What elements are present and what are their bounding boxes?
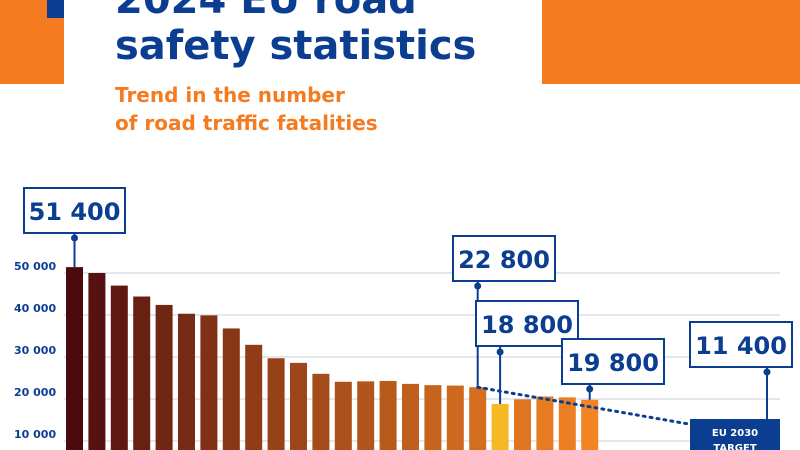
bar-2001 [66,267,83,450]
bar-2010 [267,358,285,450]
bar-2011 [290,362,307,450]
bar-2016 [402,383,419,450]
callout-value-label: 11 400 [695,332,787,360]
callout-value-label: 51 400 [29,198,121,226]
callout-value-label: 18 800 [481,311,573,339]
bar-2023 [558,397,576,450]
page-title-line2: safety statistics [115,23,477,69]
bar-2015 [379,380,397,450]
eu-2030-target-box [690,419,780,450]
bar-2003 [110,285,128,450]
bar-2006 [178,313,195,450]
bar-2019 [469,387,487,450]
projection-dotted-line [476,385,720,431]
callout-value-label: 19 800 [567,349,659,377]
bar-2024 [581,399,599,450]
title-panel [64,0,542,84]
callout-box [561,338,665,385]
bar-2017 [424,385,442,450]
bar-2020 [491,404,509,450]
callout-box [23,187,126,234]
callout-box [689,321,793,368]
bar-2009 [245,344,263,450]
callout-dot [763,368,771,376]
callout-value-label: 22 800 [458,246,550,274]
bar-2005 [155,304,173,450]
target-label-line1: EU 2030 [712,428,758,439]
orange-background-right [542,0,800,84]
bar-2013 [334,381,352,450]
bar-2004 [133,296,151,450]
y-tick-label: 30 000 [14,344,56,357]
callout-box [452,235,556,282]
subtitle-line2: of road traffic fatalities [115,111,378,135]
callout-dot [474,282,482,290]
y-tick-label: 50 000 [14,260,56,273]
target-label-line2: TARGET [713,443,757,450]
callout-dot [71,234,78,242]
bar-2022 [536,396,554,450]
y-tick-label: 40 000 [14,302,56,315]
bar-2002 [88,273,106,450]
page-title-line1: 2024 EU road [115,0,417,23]
bar-2007 [200,315,218,450]
bar-2014 [357,381,375,450]
bar-2008 [222,328,240,450]
y-tick-label: 20 000 [14,386,56,399]
bar-2012 [312,373,330,450]
callout-dot [496,348,504,356]
subtitle-line1: Trend in the number [115,83,345,107]
callout-dot [586,385,594,393]
bar-2018 [446,385,464,450]
bar-2021 [514,399,531,450]
eu-flag-tab [47,0,64,18]
y-tick-label: 10 000 [14,428,56,441]
